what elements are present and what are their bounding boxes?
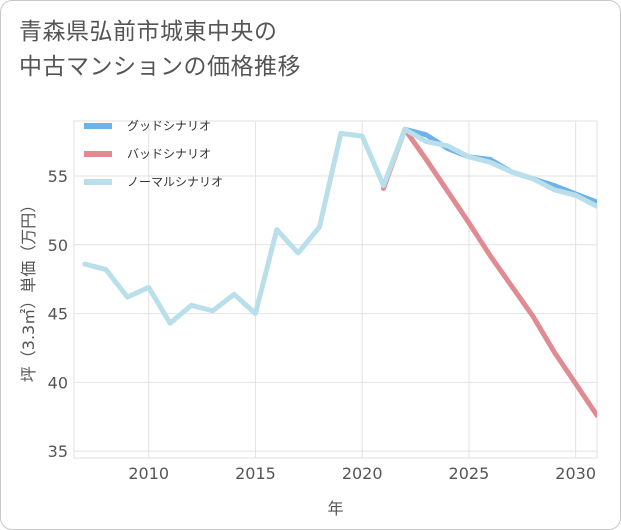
legend-label-2: バッドシナリオ — [127, 147, 211, 161]
series-line-2 — [381, 126, 597, 418]
x-tick-label: 2020 — [342, 464, 383, 483]
x-tick-label: 2010 — [128, 464, 169, 483]
chart-title: 青森県弘前市城東中央の 中古マンションの価格推移 — [19, 15, 301, 85]
plot-frame — [73, 120, 598, 459]
y-axis-label: 坪（3.3㎡）単価（万円） — [19, 197, 38, 382]
y-tick-label: 55 — [48, 167, 68, 186]
chart-title-line2: 中古マンションの価格推移 — [19, 54, 301, 80]
y-tick-label: 45 — [48, 305, 68, 324]
legend-label-1: グッドシナリオ — [127, 119, 211, 133]
y-tick-label: 50 — [48, 236, 68, 255]
x-tick-label: 2030 — [555, 464, 596, 483]
legend-label-3: ノーマルシナリオ — [127, 175, 223, 189]
tick-labels: 2010 2015 2020 2025 2030 35 40 45 50 55 — [48, 167, 596, 483]
x-tick-label: 2025 — [449, 464, 490, 483]
chart-title-line1: 青森県弘前市城東中央の — [19, 19, 278, 45]
series-lines — [82, 126, 597, 418]
y-tick-label: 35 — [48, 442, 68, 461]
grid-lines — [74, 121, 597, 458]
x-tick-label: 2015 — [235, 464, 276, 483]
x-axis-label: 年 — [327, 499, 343, 518]
y-tick-label: 40 — [48, 373, 68, 392]
